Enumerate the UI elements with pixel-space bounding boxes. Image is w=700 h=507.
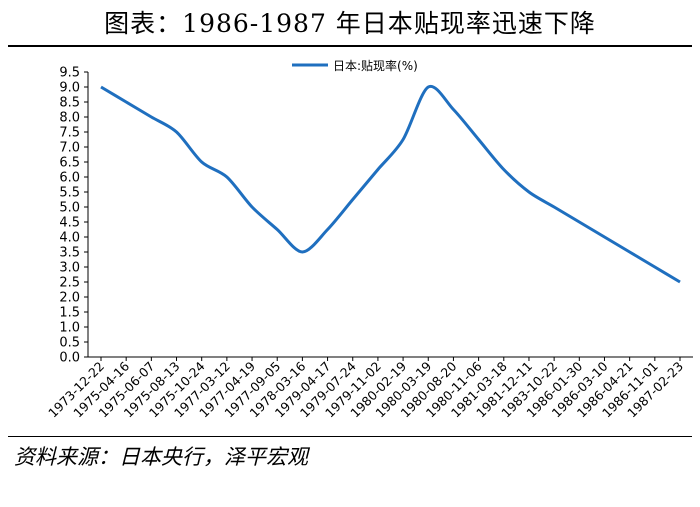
y-tick-label: 4.0 (59, 231, 80, 246)
legend-label: 日本:贴现率(%) (333, 58, 418, 73)
y-tick-label: 7.0 (59, 141, 80, 156)
y-tick-label: 5.5 (59, 186, 80, 201)
y-tick-label: 4.5 (59, 216, 80, 231)
title-divider (8, 45, 692, 47)
y-tick-label: 8.0 (59, 111, 80, 126)
y-tick-label: 0.0 (59, 351, 80, 366)
legend: 日本:贴现率(%) (292, 58, 418, 73)
plot-area (100, 84, 681, 284)
y-tick-label: 2.5 (59, 276, 80, 291)
y-tick-label: 8.5 (59, 96, 80, 111)
x-axis: 1973-12-221975-04-161975-06-071975-08-13… (45, 356, 693, 420)
chart-title: 图表：1986-1987 年日本贴现率迅速下降 (104, 9, 596, 38)
y-tick-label: 1.0 (59, 321, 80, 336)
y-tick-label: 5.0 (59, 201, 80, 216)
source-note: 资料来源：日本央行，泽平宏观 (14, 445, 308, 469)
series-line-discount-rate (100, 84, 681, 284)
discount-rate-chart: 0.00.51.01.52.02.53.03.54.04.55.05.56.06… (45, 58, 693, 420)
y-tick-label: 6.0 (59, 171, 80, 186)
y-tick-label: 0.5 (59, 336, 80, 351)
y-tick-label: 6.5 (59, 156, 80, 171)
y-tick-label: 2.0 (59, 291, 80, 306)
source-divider (8, 436, 692, 437)
y-axis: 0.00.51.01.52.02.53.03.54.04.55.05.56.06… (59, 66, 89, 366)
y-tick-label: 7.5 (59, 126, 80, 141)
y-tick-label: 9.5 (59, 66, 80, 81)
y-tick-label: 3.5 (59, 246, 80, 261)
y-tick-label: 9.0 (59, 81, 80, 96)
y-tick-label: 1.5 (59, 306, 80, 321)
y-tick-label: 3.0 (59, 261, 80, 276)
